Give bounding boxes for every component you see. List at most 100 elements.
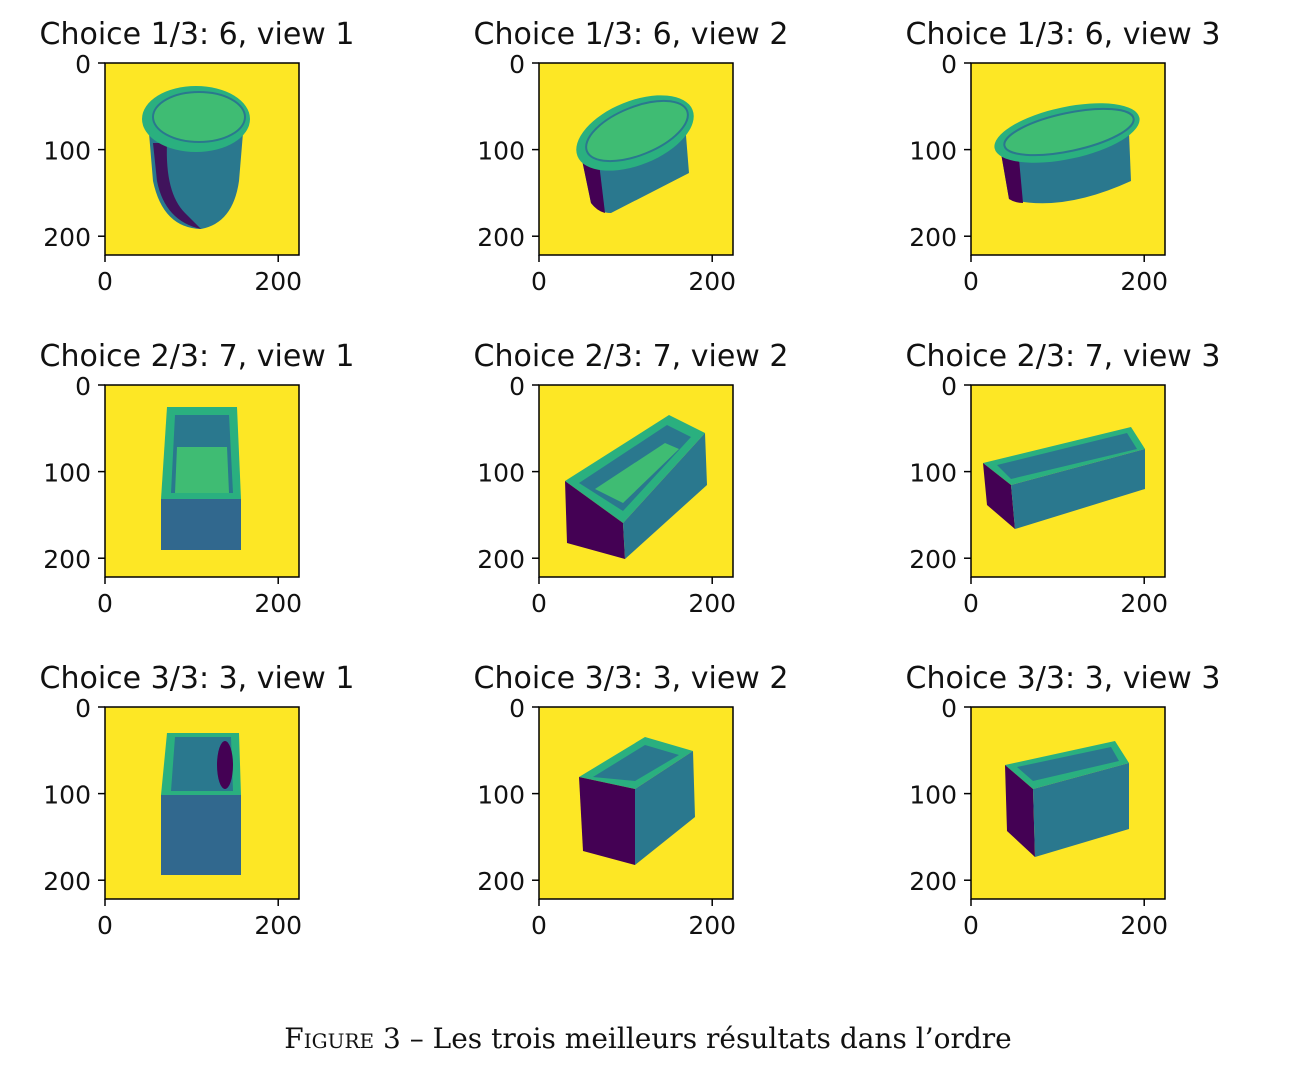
y-tick-label: 0 [75, 50, 91, 79]
caption-separator: – [409, 1022, 424, 1055]
object-box [161, 733, 241, 875]
object-box [1005, 741, 1129, 857]
x-tick-label: 0 [531, 911, 547, 940]
object-tub [983, 427, 1145, 529]
object-tub [161, 407, 241, 550]
y-tick-label: 100 [43, 137, 91, 166]
axes-frame [970, 62, 1166, 256]
panel-title: Choice 3/3: 3, view 2 [474, 661, 789, 696]
y-tick-label: 200 [909, 223, 957, 252]
y-tick-label: 100 [909, 459, 957, 488]
y-tick-label: 0 [75, 372, 91, 401]
object-inner-shadow [217, 741, 233, 789]
object-cylinder [142, 86, 250, 229]
panel-title: Choice 3/3: 3, view 3 [906, 661, 1221, 696]
object-front-face [1005, 765, 1035, 857]
object-front-face [565, 481, 625, 559]
y-tick-label: 200 [909, 545, 957, 574]
x-tick-label: 0 [531, 589, 547, 618]
object-inner-floor [595, 443, 679, 503]
y-tick-label: 100 [909, 781, 957, 810]
object-front-face [161, 795, 241, 875]
object-tub [565, 415, 707, 559]
y-tick-label: 0 [509, 50, 525, 79]
y-tick-label: 100 [43, 781, 91, 810]
object-top-face [1003, 107, 1135, 157]
y-tick-label: 200 [477, 223, 525, 252]
object-side-face [1033, 763, 1129, 857]
axes-frame [104, 62, 300, 256]
panel-title: Choice 1/3: 6, view 1 [40, 17, 355, 52]
y-tick-label: 0 [941, 372, 957, 401]
x-tick-label: 200 [688, 267, 736, 296]
x-tick-label: 0 [963, 911, 979, 940]
y-tick-label: 200 [477, 867, 525, 896]
object-side-face [623, 433, 707, 559]
y-tick-label: 100 [909, 137, 957, 166]
axes-frame [538, 62, 734, 256]
object-inner-wall [997, 433, 1137, 479]
axes-frame [538, 384, 734, 578]
x-tick-label: 200 [254, 911, 302, 940]
y-tick-label: 100 [477, 459, 525, 488]
object-inner-wall [593, 745, 679, 781]
x-tick-label: 200 [254, 267, 302, 296]
y-tick-label: 200 [43, 545, 91, 574]
y-tick-label: 200 [43, 223, 91, 252]
object-top-face [585, 99, 689, 163]
x-tick-label: 0 [963, 267, 979, 296]
panel-title: Choice 1/3: 6, view 3 [906, 17, 1221, 52]
object-inner-wall [1017, 747, 1119, 781]
y-tick-label: 0 [509, 372, 525, 401]
x-tick-label: 200 [688, 911, 736, 940]
object-side-face [1011, 449, 1145, 529]
y-tick-label: 100 [477, 137, 525, 166]
object-front-face [983, 463, 1015, 529]
figure-caption: Figure 3 – Les trois meilleurs résultats… [0, 1022, 1296, 1055]
y-tick-label: 0 [941, 50, 957, 79]
x-tick-label: 0 [97, 589, 113, 618]
panel-title: Choice 1/3: 6, view 2 [474, 17, 789, 52]
panel-title: Choice 2/3: 7, view 1 [40, 339, 355, 374]
axes-frame [104, 706, 300, 900]
caption-text: Les trois meilleurs résultats dans l’ord… [432, 1022, 1012, 1055]
axes-frame [970, 706, 1166, 900]
object-side-face [635, 751, 695, 865]
object-inner-floor [175, 447, 229, 493]
axes-frame [970, 384, 1166, 578]
object-shadow-face [153, 143, 201, 229]
y-tick-label: 0 [75, 694, 91, 723]
panel-title: Choice 2/3: 7, view 3 [906, 339, 1221, 374]
x-tick-label: 0 [963, 589, 979, 618]
panel-title: Choice 2/3: 7, view 2 [474, 339, 789, 374]
x-tick-label: 0 [97, 911, 113, 940]
x-tick-label: 200 [1120, 589, 1168, 618]
x-tick-label: 0 [97, 267, 113, 296]
caption-figure-label: Figure 3 [284, 1022, 401, 1055]
y-tick-label: 200 [909, 867, 957, 896]
object-front-face [579, 777, 635, 865]
object-top-face [152, 91, 246, 143]
x-tick-label: 200 [254, 589, 302, 618]
y-tick-label: 100 [477, 781, 525, 810]
object-cylinder [994, 103, 1140, 204]
object-inner-wall [171, 737, 233, 791]
y-tick-label: 100 [43, 459, 91, 488]
x-tick-label: 200 [1120, 267, 1168, 296]
object-front-face [161, 499, 241, 550]
y-tick-label: 200 [43, 867, 91, 896]
object-cylinder [576, 95, 694, 213]
y-tick-label: 200 [477, 545, 525, 574]
x-tick-label: 200 [688, 589, 736, 618]
panel-title: Choice 3/3: 3, view 1 [40, 661, 355, 696]
y-tick-label: 0 [509, 694, 525, 723]
